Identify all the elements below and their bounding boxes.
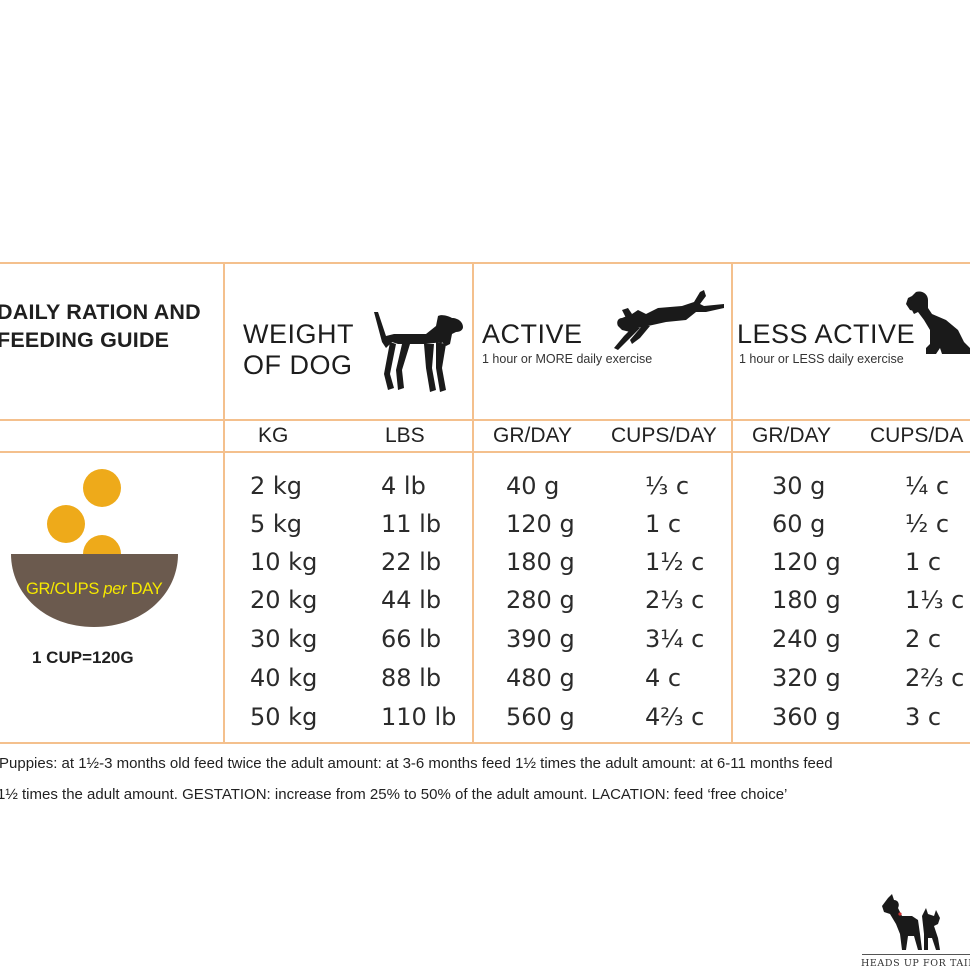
cell-less-cups: 1 c xyxy=(905,548,942,576)
cell-kg: 20 kg xyxy=(250,586,318,614)
cell-lbs: 66 lb xyxy=(381,625,442,653)
cell-active-cups: 3¼ c xyxy=(645,625,705,653)
cell-active-gr: 40 g xyxy=(506,472,560,500)
cell-less-gr: 240 g xyxy=(772,625,841,653)
cell-active-gr: 120 g xyxy=(506,510,575,538)
footnote-line1: Puppies: at 1½-3 months old feed twice t… xyxy=(0,755,833,772)
cell-less-cups: 1⅓ c xyxy=(905,586,965,614)
cell-active-cups: 2⅓ c xyxy=(645,586,705,614)
cell-active-cups: 1½ c xyxy=(645,548,705,576)
weight-header-line1: WEIGHT xyxy=(243,319,354,349)
cell-less-cups: 2 c xyxy=(905,625,942,653)
col-divider-1 xyxy=(223,262,225,744)
cell-lbs: 4 lb xyxy=(381,472,426,500)
bowl-label-suffix: DAY xyxy=(126,580,163,598)
table-top-border xyxy=(0,262,970,264)
cell-less-gr: 320 g xyxy=(772,664,841,692)
cell-less-gr: 360 g xyxy=(772,703,841,731)
cell-kg: 2 kg xyxy=(250,472,303,500)
guide-title-line1: DAILY RATION AND xyxy=(0,300,201,324)
cell-lbs: 88 lb xyxy=(381,664,442,692)
subheader-kg: KG xyxy=(258,424,289,447)
brand-divider xyxy=(862,954,970,955)
header-bottom-border xyxy=(0,419,970,421)
cell-active-gr: 480 g xyxy=(506,664,575,692)
cell-less-cups: ¼ c xyxy=(905,472,950,500)
cell-kg: 40 kg xyxy=(250,664,318,692)
cell-lbs: 44 lb xyxy=(381,586,442,614)
cell-active-cups: ⅓ c xyxy=(645,472,690,500)
active-header-subtitle: 1 hour or MORE daily exercise xyxy=(482,352,653,366)
weight-header-line2: OF DOG xyxy=(243,350,353,380)
cell-lbs: 11 lb xyxy=(381,510,442,538)
active-header-title: ACTIVE xyxy=(482,319,583,349)
less-active-header-subtitle: 1 hour or LESS daily exercise xyxy=(739,352,904,366)
cup-note: 1 CUP=120G xyxy=(32,648,134,667)
cell-less-gr: 60 g xyxy=(772,510,826,538)
cell-less-gr: 120 g xyxy=(772,548,841,576)
cell-lbs: 22 lb xyxy=(381,548,442,576)
food-bowl-icon xyxy=(11,469,178,627)
cell-kg: 50 kg xyxy=(250,703,318,731)
cell-less-cups: ½ c xyxy=(905,510,950,538)
cell-less-cups: 2⅔ c xyxy=(905,664,965,692)
guide-title-line2: FEEDING GUIDE xyxy=(0,328,170,352)
standing-dog-icon xyxy=(374,312,463,392)
brand-name: HEADS UP FOR TAILS xyxy=(861,958,970,969)
cell-active-cups: 4 c xyxy=(645,664,682,692)
cell-kg: 5 kg xyxy=(250,510,303,538)
subheader-active-cups: CUPS/DAY xyxy=(611,424,717,447)
cell-active-gr: 180 g xyxy=(506,548,575,576)
cell-active-gr: 390 g xyxy=(506,625,575,653)
col-divider-2 xyxy=(472,262,474,744)
subheader-bottom-border xyxy=(0,451,970,453)
footnote-line2: 1½ times the adult amount. GESTATION: in… xyxy=(0,786,788,803)
cell-less-gr: 30 g xyxy=(772,472,826,500)
cell-active-cups: 1 c xyxy=(645,510,682,538)
running-dog-icon xyxy=(614,290,724,350)
cell-kg: 30 kg xyxy=(250,625,318,653)
cell-active-gr: 560 g xyxy=(506,703,575,731)
bowl-label-per: per xyxy=(103,580,127,598)
col-divider-3 xyxy=(731,262,733,744)
subheader-less-gr: GR/DAY xyxy=(752,424,831,447)
sitting-dog-icon xyxy=(906,291,970,354)
cell-active-cups: 4⅔ c xyxy=(645,703,705,731)
brand-logo-icon xyxy=(882,894,940,950)
subheader-lbs: LBS xyxy=(385,424,425,447)
bowl-label-prefix: GR/CUPS xyxy=(26,580,104,598)
kibble-icon xyxy=(83,469,121,507)
guide-title: DAILY RATION AND FEEDING GUIDE xyxy=(0,298,222,354)
less-active-header-title: LESS ACTIVE xyxy=(737,319,916,349)
bowl-label: GR/CUPS per DAY xyxy=(26,580,163,599)
cell-lbs: 110 lb xyxy=(381,703,457,731)
cell-less-cups: 3 c xyxy=(905,703,942,731)
bowl-shape xyxy=(11,554,178,627)
kibble-icon xyxy=(47,505,85,543)
table-bottom-border xyxy=(0,742,970,744)
cell-active-gr: 280 g xyxy=(506,586,575,614)
subheader-active-gr: GR/DAY xyxy=(493,424,572,447)
cell-less-gr: 180 g xyxy=(772,586,841,614)
subheader-less-cups: CUPS/DA xyxy=(870,424,964,447)
weight-header: WEIGHT OF DOG xyxy=(243,319,354,381)
cell-kg: 10 kg xyxy=(250,548,318,576)
